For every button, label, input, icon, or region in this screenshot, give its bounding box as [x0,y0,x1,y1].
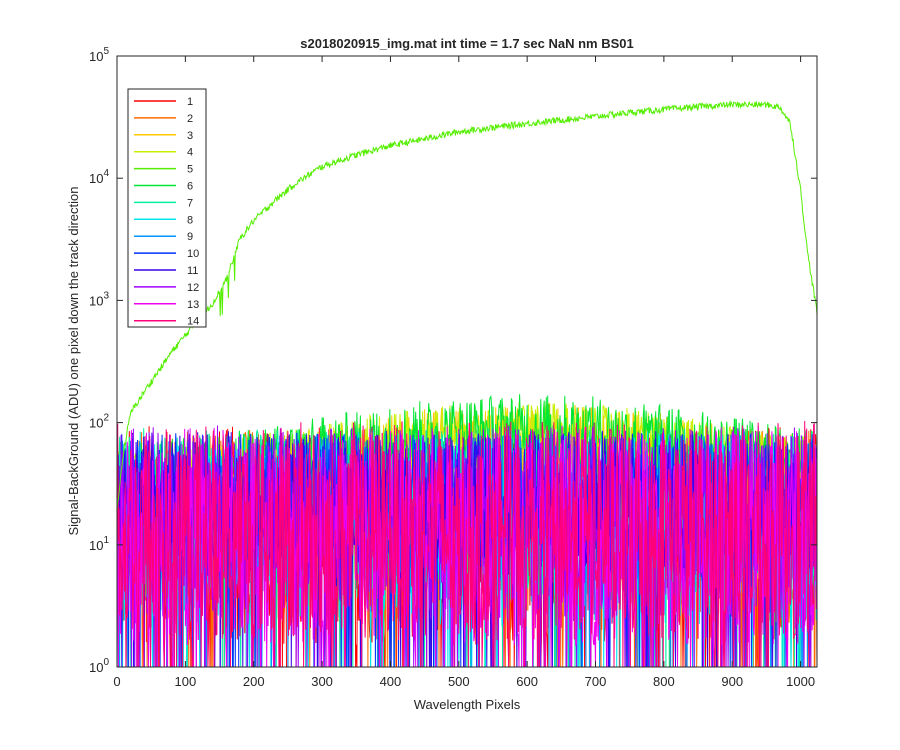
legend-label: 6 [187,181,193,193]
legend-label: 5 [187,164,193,176]
y-tick-label: 101 [89,535,109,553]
x-tick-label: 700 [585,674,607,689]
legend-label: 14 [187,316,199,328]
legend-label: 10 [187,248,199,260]
legend-label: 13 [187,299,199,311]
series-line-14 [117,420,817,667]
x-tick-label: 400 [380,674,402,689]
x-tick-label: 800 [653,674,675,689]
series-line-6 [117,394,817,513]
x-tick-label: 300 [311,674,333,689]
x-tick-label: 500 [448,674,470,689]
y-tick-label: 103 [89,290,109,308]
chart-title: s2018020915_img.mat int time = 1.7 sec N… [300,36,634,51]
x-tick-label: 100 [175,674,197,689]
x-tick-label: 1000 [786,674,815,689]
x-tick-label: 200 [243,674,265,689]
plot-lines [117,100,817,667]
legend-label: 7 [187,197,193,209]
y-axis-label: Signal-BackGround (ADU) one pixel down t… [66,186,81,535]
legend-label: 8 [187,214,193,226]
x-axis-label: Wavelength Pixels [414,697,521,712]
y-tick-label: 102 [89,413,109,431]
legend-label: 1 [187,96,193,108]
legend-label: 12 [187,282,199,294]
x-tick-label: 0 [113,674,120,689]
legend-label: 3 [187,130,193,142]
legend-label: 2 [187,113,193,125]
x-tick-label: 900 [721,674,743,689]
legend-label: 4 [187,147,193,159]
y-tick-label: 104 [89,168,109,186]
legend-label: 9 [187,231,193,243]
axes-box [116,55,818,668]
y-tick-label: 100 [89,657,109,675]
y-tick-label: 105 [89,46,109,64]
legend-label: 11 [187,265,198,277]
x-ticks: 0 100 200 300 400 500 600 700 800 900 1000 [113,56,815,689]
series-line-5 [117,100,817,511]
x-tick-label: 600 [516,674,538,689]
